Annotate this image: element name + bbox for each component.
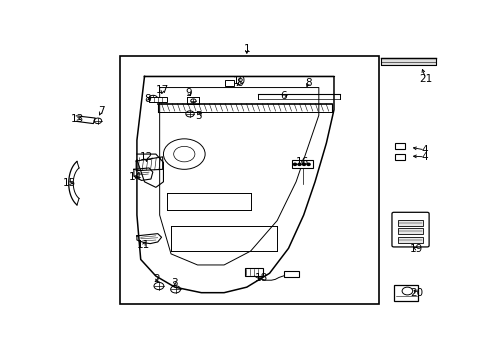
Text: 21: 21 bbox=[418, 74, 431, 84]
Text: 12: 12 bbox=[139, 152, 152, 162]
Text: 7: 7 bbox=[98, 106, 104, 116]
Bar bbox=[394, 143, 405, 149]
Text: 11: 11 bbox=[137, 240, 150, 250]
Bar bbox=[225, 80, 234, 86]
Circle shape bbox=[293, 163, 296, 166]
Text: 20: 20 bbox=[409, 288, 422, 298]
Bar bbox=[393, 285, 418, 301]
Text: 2: 2 bbox=[153, 274, 160, 284]
Bar bbox=[148, 97, 166, 102]
Bar bbox=[283, 271, 298, 278]
Text: 6: 6 bbox=[280, 91, 286, 102]
Text: 13: 13 bbox=[70, 114, 83, 123]
Text: 4: 4 bbox=[421, 145, 427, 155]
Bar bbox=[292, 160, 312, 168]
Bar bbox=[244, 268, 263, 276]
Bar bbox=[397, 228, 423, 234]
Text: 16: 16 bbox=[296, 157, 309, 167]
Text: 8: 8 bbox=[235, 78, 242, 89]
FancyBboxPatch shape bbox=[391, 212, 428, 247]
Circle shape bbox=[302, 163, 305, 166]
Bar bbox=[394, 154, 405, 159]
Text: 14: 14 bbox=[129, 172, 142, 182]
Text: 10: 10 bbox=[233, 76, 245, 86]
Circle shape bbox=[306, 163, 309, 166]
Text: 19: 19 bbox=[409, 244, 422, 254]
Text: 1: 1 bbox=[243, 44, 250, 54]
Bar bbox=[120, 56, 379, 304]
Bar bbox=[397, 220, 423, 226]
Text: 4: 4 bbox=[421, 152, 427, 162]
Text: 3: 3 bbox=[171, 278, 178, 288]
Bar bbox=[381, 58, 435, 66]
Text: 17: 17 bbox=[156, 85, 169, 95]
Text: 8: 8 bbox=[305, 77, 311, 87]
Text: 5: 5 bbox=[195, 111, 202, 121]
Bar bbox=[397, 237, 423, 243]
Circle shape bbox=[297, 163, 301, 166]
Text: 15: 15 bbox=[63, 178, 76, 188]
Text: 18: 18 bbox=[254, 273, 268, 283]
Text: 9: 9 bbox=[185, 87, 192, 98]
Text: 8: 8 bbox=[144, 94, 150, 104]
